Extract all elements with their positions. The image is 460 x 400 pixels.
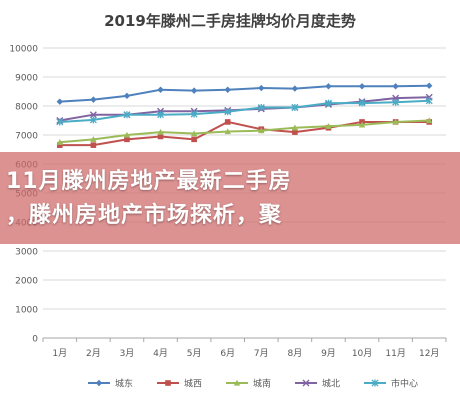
legend-marker: [302, 379, 310, 387]
legend-marker: [165, 380, 171, 386]
legend-item: 城北: [295, 379, 340, 390]
data-point: [56, 142, 63, 148]
x-tick-label: 12月: [419, 348, 439, 359]
data-point: [292, 129, 298, 135]
y-tick-label: 0: [32, 335, 38, 345]
data-point: [291, 103, 299, 111]
data-point: [291, 124, 299, 131]
data-point: [324, 99, 332, 107]
data-point: [124, 136, 130, 143]
x-tick-label: 1月: [52, 348, 67, 359]
series-line: [59, 99, 430, 123]
data-point: [325, 83, 332, 90]
data-point: [291, 85, 299, 92]
data-point: [224, 119, 231, 125]
y-tick-label: 3000: [15, 248, 38, 258]
series-3: [56, 117, 433, 145]
x-tick-label: 3月: [120, 348, 135, 359]
data-point: [56, 118, 64, 126]
data-point: [90, 96, 97, 103]
data-point: [123, 111, 131, 119]
data-point: [392, 118, 399, 125]
legend-label: 城西: [184, 379, 202, 390]
data-point: [224, 128, 231, 135]
series-line: [59, 119, 430, 144]
data-point: [56, 139, 63, 145]
x-axis-tick-labels: 1月 2月 3月 4月 5月 6月 7月 8月 9月 10月 11月 12月: [52, 348, 439, 359]
series-line: [59, 84, 430, 103]
overlay-banner: 11月滕州房地产最新二手房 ，滕州房地产市场探析，聚: [0, 152, 460, 244]
y-tick-label: 1000: [15, 306, 38, 316]
data-point: [157, 133, 164, 140]
legend-item: 城西: [157, 379, 202, 390]
data-point: [90, 136, 97, 142]
legend-item: 城南: [226, 378, 271, 390]
x-tick-label: 5月: [187, 348, 202, 359]
x-tick-label: 10月: [352, 348, 372, 359]
data-point: [190, 110, 198, 118]
data-point: [157, 111, 165, 119]
data-point: [190, 87, 198, 94]
y-tick-label: 9000: [15, 74, 38, 84]
x-tick-label: 2月: [86, 348, 101, 359]
data-point: [157, 128, 164, 135]
legend-marker: [233, 379, 241, 386]
data-point: [89, 111, 97, 119]
overlay-line-2: ，滕州房地产市场探析，聚: [6, 203, 283, 228]
data-point: [392, 98, 400, 106]
data-point: [358, 99, 366, 107]
data-point: [358, 83, 366, 90]
data-point: [426, 82, 433, 89]
data-point: [190, 130, 198, 137]
x-tick-label: 6月: [220, 348, 235, 359]
data-point: [89, 116, 97, 124]
y-tick-label: 2000: [15, 277, 38, 287]
legend-marker: [371, 379, 379, 387]
chart-title: 2019年滕州二手房挂牌均价月度走势: [104, 12, 356, 30]
legend-label: 城北: [322, 379, 340, 390]
series-1: [56, 82, 433, 105]
data-point: [392, 83, 399, 90]
data-point: [191, 136, 197, 143]
y-tick-label: 8000: [15, 103, 38, 113]
series-5: [56, 97, 433, 126]
y-tick-label: 10000: [9, 45, 38, 55]
x-tick-label: 7月: [254, 348, 269, 359]
series-lines: [56, 82, 433, 148]
legend-label: 城东: [115, 378, 133, 390]
gridlines: [42, 47, 447, 342]
x-tick-label: 4月: [153, 348, 168, 359]
data-point: [257, 103, 265, 111]
data-point: [325, 123, 332, 129]
data-point: [258, 127, 265, 134]
data-point: [157, 86, 164, 93]
legend-label: 城南: [253, 378, 271, 390]
data-point: [258, 84, 265, 92]
y-tick-label: 7000: [15, 132, 38, 142]
data-point: [123, 92, 131, 100]
legend-item: 市中心: [364, 378, 418, 390]
legend-label: 市中心: [391, 378, 418, 390]
series-line: [59, 120, 430, 147]
data-point: [224, 108, 232, 116]
x-tick-label: 11月: [385, 348, 405, 359]
legend-item: 城东: [88, 378, 133, 390]
x-tick-label: 9月: [321, 348, 336, 359]
data-point: [358, 121, 366, 128]
x-tick-label: 8月: [288, 348, 303, 359]
data-point: [426, 117, 433, 124]
overlay-line-1: 11月滕州房地产最新二手房: [6, 169, 292, 194]
legend-marker: [95, 379, 103, 387]
data-point: [425, 97, 433, 105]
data-point: [90, 142, 97, 148]
legend: 城东 城西 城南 城北 市中心: [88, 378, 418, 390]
data-point: [224, 86, 231, 93]
data-point: [123, 131, 131, 138]
data-point: [56, 98, 63, 105]
